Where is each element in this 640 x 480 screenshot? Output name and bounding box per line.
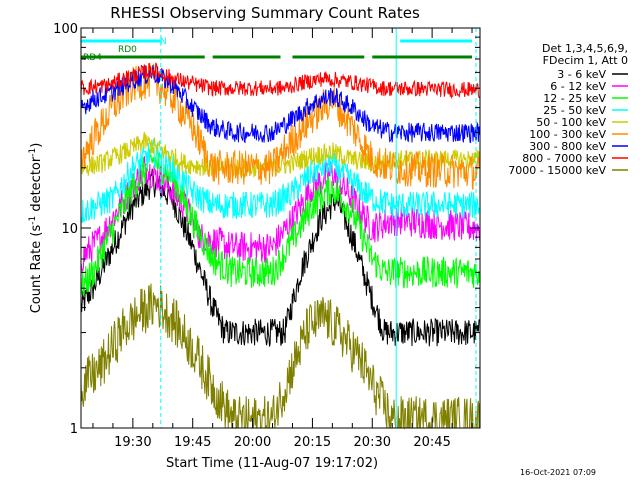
x-tick-label-1: 19:45 [174, 435, 211, 450]
legend-header-1: FDecim 1, Att 0 [543, 54, 628, 67]
x-tick-label-2: 20:00 [234, 435, 271, 450]
chart-title: RHESSI Observing Summary Count Rates [110, 4, 420, 22]
series-line-1 [80, 156, 481, 272]
x-tick-label-5: 20:45 [413, 435, 450, 450]
rd0-label: RD0 [118, 45, 137, 55]
series-line-7 [80, 62, 480, 100]
series-line-0 [80, 168, 481, 347]
legend-label-0: 3 - 6 keV [557, 68, 606, 81]
x-tick-label-4: 20:30 [354, 435, 391, 450]
series-line-2 [80, 148, 481, 297]
legend-label-1: 6 - 12 keV [550, 80, 606, 93]
legend: Det 1,3,4,5,6,9,FDecim 1, Att 03 - 6 keV… [508, 42, 628, 177]
y-tick-label-0: 1 [70, 422, 78, 437]
y-tick-label-2: 100 [53, 22, 78, 37]
series-line-8 [80, 283, 481, 430]
timestamp: 16-Oct-2021 07:09 [520, 468, 596, 477]
series-line-3 [80, 138, 481, 224]
series-line-6 [80, 65, 481, 144]
night-label: N [160, 37, 167, 47]
data-layer [80, 62, 481, 430]
legend-label-7: 800 - 7000 keV [522, 152, 606, 165]
legend-label-2: 12 - 25 keV [543, 92, 606, 105]
y-axis-label: Count Rate (s-1 detector-1) [28, 143, 44, 314]
x-axis-label: Start Time (11-Aug-07 19:17:02) [166, 456, 378, 471]
series-line-5 [80, 63, 481, 190]
legend-label-3: 25 - 50 keV [543, 104, 606, 117]
x-tick-label-3: 20:15 [294, 435, 331, 450]
legend-label-5: 100 - 300 keV [529, 128, 606, 141]
rd4-label: RD4 [83, 53, 102, 63]
legend-label-8: 7000 - 15000 keV [508, 164, 606, 177]
legend-label-4: 50 - 100 keV [536, 116, 606, 129]
legend-header-0: Det 1,3,4,5,6,9, [542, 42, 628, 55]
legend-label-6: 300 - 800 keV [529, 140, 606, 153]
y-tick-label-1: 10 [61, 222, 78, 237]
x-tick-label-0: 19:30 [114, 435, 151, 450]
axes-layer: 1 10 100 19:30 19:45 20:00 20:15 20:30 20:45 [53, 22, 481, 450]
